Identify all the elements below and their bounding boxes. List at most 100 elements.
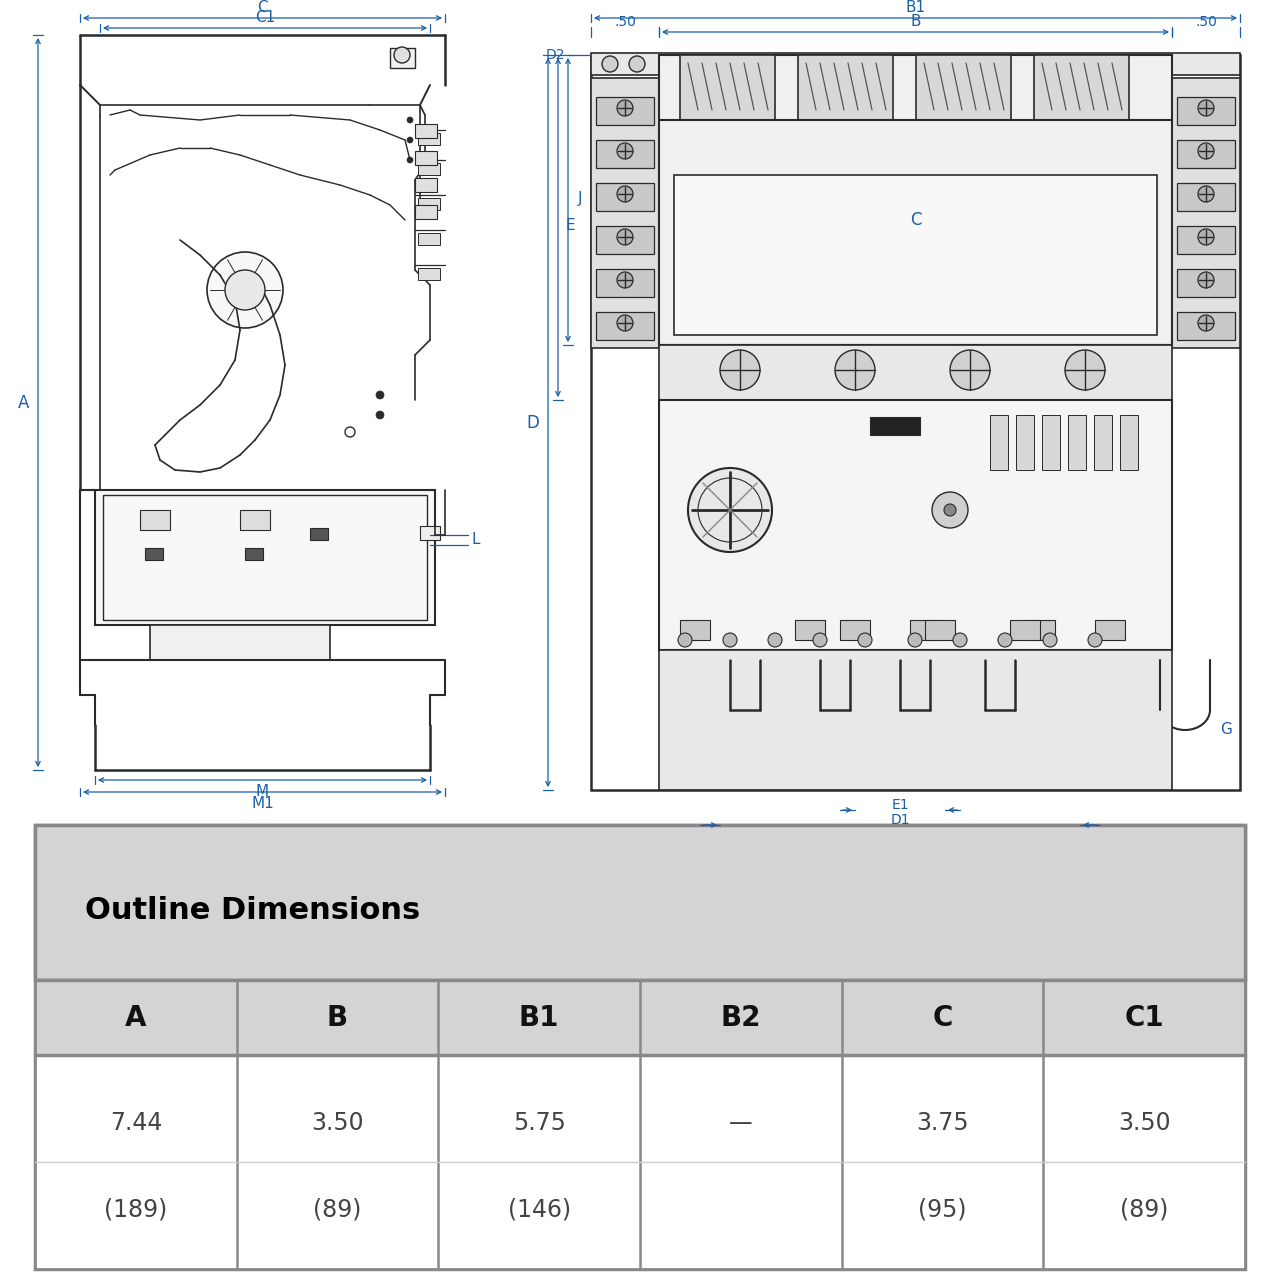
Circle shape — [1198, 272, 1213, 289]
Bar — [596, 97, 654, 125]
Circle shape — [407, 157, 413, 163]
Bar — [596, 312, 654, 340]
Bar — [102, 495, 428, 621]
Circle shape — [207, 252, 283, 328]
Text: (95): (95) — [918, 1197, 966, 1221]
Circle shape — [950, 350, 989, 389]
Bar — [1016, 415, 1034, 470]
Circle shape — [617, 186, 634, 202]
Text: C1: C1 — [255, 10, 275, 26]
Bar — [1178, 269, 1235, 298]
Circle shape — [932, 492, 968, 527]
Text: .50: .50 — [1196, 15, 1217, 29]
Text: (146): (146) — [508, 1197, 571, 1221]
Text: 3.50: 3.50 — [1117, 1111, 1170, 1135]
Text: E1: E1 — [891, 798, 909, 812]
Bar — [419, 133, 440, 146]
Bar — [870, 418, 920, 435]
Bar — [659, 55, 1172, 345]
Circle shape — [812, 56, 828, 72]
Bar — [35, 825, 1245, 979]
Text: 5.75: 5.75 — [513, 1111, 566, 1135]
Bar — [145, 548, 163, 561]
Text: 7.44: 7.44 — [110, 1111, 163, 1135]
Bar — [925, 621, 955, 640]
Text: E: E — [566, 217, 575, 232]
Circle shape — [892, 56, 908, 72]
Bar — [596, 183, 654, 211]
Bar — [419, 232, 440, 245]
Bar — [415, 206, 436, 218]
Bar — [1094, 415, 1112, 470]
Bar — [591, 78, 659, 349]
Text: M: M — [256, 784, 269, 799]
Text: —: — — [730, 1111, 753, 1135]
Text: M1: M1 — [251, 797, 274, 811]
Circle shape — [376, 411, 384, 419]
Bar — [310, 527, 328, 540]
Circle shape — [1198, 143, 1213, 160]
Circle shape — [394, 47, 410, 63]
Bar — [1172, 78, 1240, 349]
Bar — [150, 624, 330, 660]
Circle shape — [719, 350, 760, 389]
Bar — [415, 178, 436, 192]
Circle shape — [932, 56, 948, 72]
Text: C: C — [932, 1004, 952, 1032]
Bar — [989, 415, 1009, 470]
Circle shape — [954, 633, 966, 647]
Bar — [840, 621, 870, 640]
Bar — [244, 548, 262, 561]
Bar — [680, 55, 774, 120]
Bar — [680, 621, 710, 640]
Text: B: B — [910, 14, 920, 29]
Circle shape — [617, 272, 634, 289]
Circle shape — [617, 229, 634, 245]
Circle shape — [852, 56, 868, 72]
Bar — [241, 510, 270, 530]
Text: J: J — [577, 190, 582, 206]
Circle shape — [998, 633, 1012, 647]
Bar — [1034, 55, 1129, 120]
Bar — [596, 140, 654, 169]
Circle shape — [813, 633, 827, 647]
Circle shape — [1043, 633, 1057, 647]
Bar — [419, 163, 440, 175]
Bar — [591, 54, 1240, 75]
Bar — [596, 226, 654, 254]
Bar — [659, 345, 1172, 400]
Text: C: C — [910, 211, 922, 229]
Bar — [675, 175, 1157, 335]
Bar — [420, 526, 440, 540]
Circle shape — [225, 269, 265, 310]
Circle shape — [376, 391, 384, 398]
Circle shape — [617, 143, 634, 160]
Text: (89): (89) — [1120, 1197, 1169, 1221]
Bar — [659, 650, 1172, 790]
Text: A: A — [125, 1004, 147, 1032]
Circle shape — [1198, 315, 1213, 331]
Bar — [95, 490, 435, 624]
Circle shape — [1065, 350, 1105, 389]
Text: B: B — [326, 1004, 348, 1032]
Bar — [1178, 97, 1235, 125]
Bar — [1025, 621, 1055, 640]
Bar — [415, 124, 436, 138]
Text: D1: D1 — [890, 813, 910, 827]
Text: D: D — [526, 414, 539, 432]
Circle shape — [617, 100, 634, 116]
Circle shape — [835, 350, 876, 389]
Bar — [1178, 140, 1235, 169]
Text: D2: D2 — [545, 49, 564, 63]
Circle shape — [858, 633, 872, 647]
Text: A: A — [18, 393, 29, 411]
Text: C1: C1 — [1124, 1004, 1164, 1032]
Circle shape — [407, 117, 413, 123]
Text: B2: B2 — [721, 1004, 762, 1032]
Bar — [1120, 415, 1138, 470]
Bar — [1178, 312, 1235, 340]
Text: G: G — [1220, 723, 1231, 738]
Bar — [390, 49, 415, 68]
Circle shape — [1088, 633, 1102, 647]
Text: B1: B1 — [518, 1004, 559, 1032]
